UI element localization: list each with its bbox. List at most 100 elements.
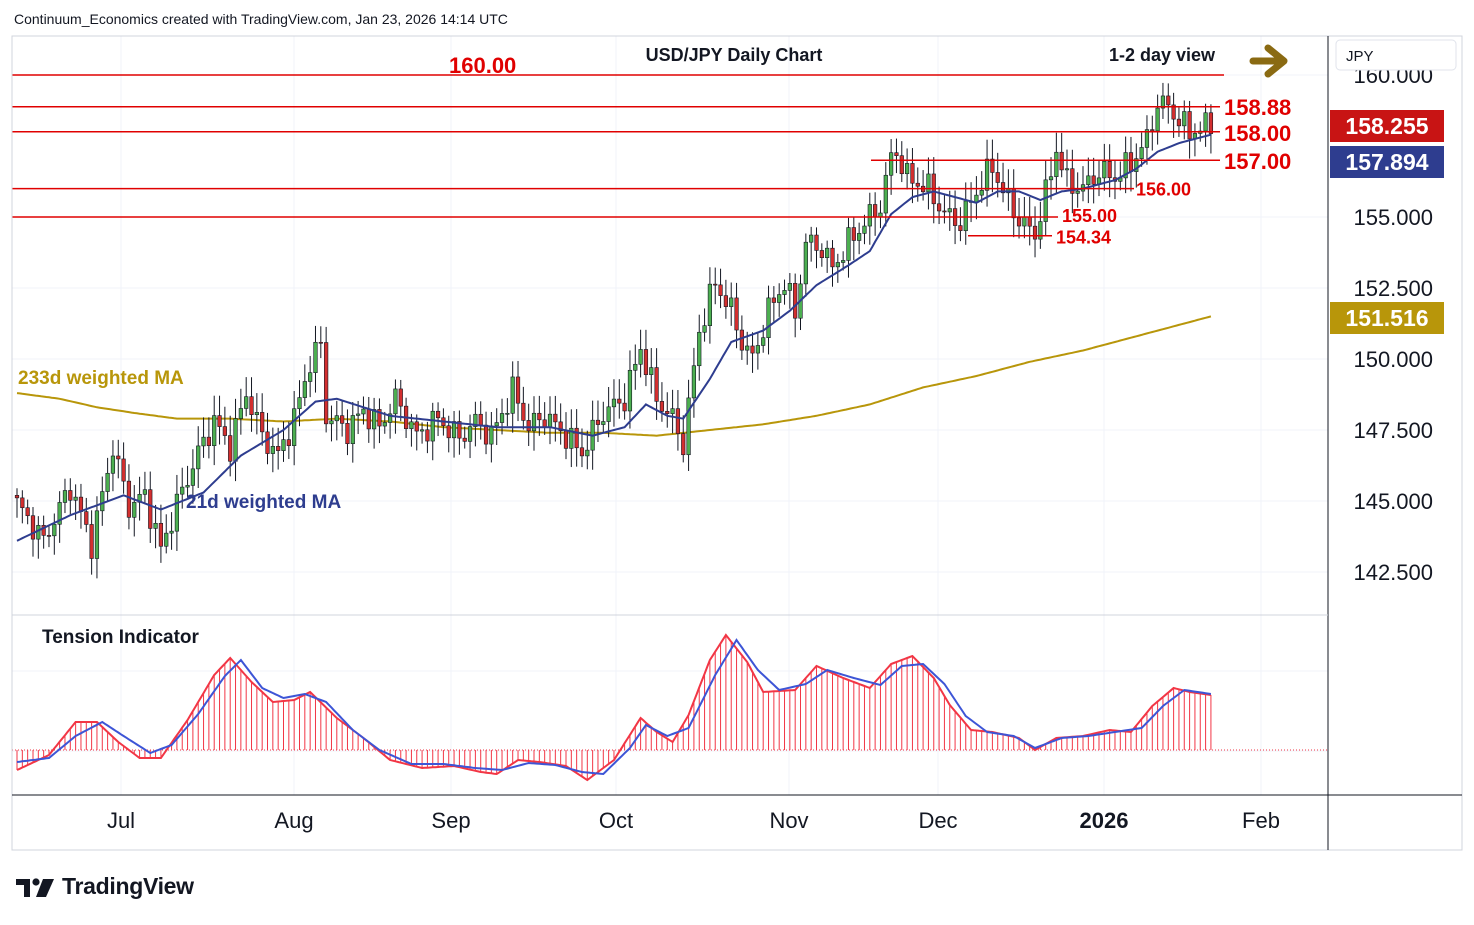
candle-up — [361, 408, 366, 415]
candle-up — [809, 234, 814, 243]
candle-up — [1064, 168, 1070, 171]
candle-down — [521, 402, 526, 421]
candle-up — [297, 397, 302, 410]
candle-down — [643, 349, 649, 375]
price-badge-ma21 — [1330, 146, 1444, 178]
candle-up — [233, 418, 238, 462]
price-badge-last — [1330, 110, 1444, 142]
candle-up — [862, 225, 867, 234]
candle-down — [483, 424, 489, 445]
candle-down — [574, 427, 579, 449]
level-label: 155.00 — [1062, 206, 1117, 226]
candle-down — [873, 204, 878, 218]
candle-up — [57, 502, 62, 525]
x-axis-label: 2026 — [1080, 808, 1129, 833]
candle-down — [1032, 225, 1038, 240]
candle-up — [201, 436, 206, 447]
candle-up — [1075, 190, 1080, 194]
candle-up — [36, 525, 41, 540]
candle-down — [46, 535, 52, 537]
ma21-line — [16, 133, 1212, 542]
level-label: 154.34 — [1056, 228, 1111, 248]
x-axis-label: Sep — [431, 808, 470, 833]
y-tick-label: 145.000 — [1353, 489, 1433, 514]
candle-down — [942, 210, 947, 213]
x-axis-label: Aug — [274, 808, 313, 833]
candle-down — [414, 421, 419, 432]
candle-down — [526, 420, 531, 432]
candle-up — [110, 455, 116, 474]
candle-up — [611, 398, 617, 408]
candle-up — [1043, 179, 1048, 222]
candle-down — [20, 497, 25, 509]
candle-up — [979, 190, 984, 196]
candle-up — [430, 410, 435, 442]
candle-down — [1187, 111, 1192, 140]
candle-up — [494, 422, 499, 427]
candle-up — [569, 427, 574, 449]
candle-down — [25, 507, 30, 517]
price-badge-label: 157.894 — [1345, 149, 1428, 175]
candle-up — [105, 472, 110, 492]
candle-down — [366, 408, 371, 430]
y-tick-label: 142.500 — [1353, 560, 1433, 585]
candle-up — [803, 241, 808, 285]
candle-down — [899, 155, 904, 175]
candle-up — [745, 345, 750, 351]
candle-down — [435, 410, 441, 419]
candle-down — [1000, 182, 1006, 194]
candle-down — [1176, 118, 1182, 127]
level-label: 156.00 — [1136, 180, 1191, 200]
labels-layer: 142.500 145.000 147.500 150.000 152.500 155.0… — [18, 39, 1457, 833]
tradingview-logo[interactable]: TradingView — [16, 873, 194, 900]
ma21-layer — [16, 133, 1212, 542]
tension-line — [16, 633, 1212, 782]
candle-down — [1107, 161, 1112, 179]
candle-up — [292, 408, 297, 446]
candle-up — [505, 412, 510, 415]
candle-up — [883, 174, 888, 214]
candle-up — [633, 363, 638, 371]
candle-down — [126, 480, 132, 518]
candle-down — [819, 250, 824, 258]
candle-down — [936, 203, 942, 212]
candle-up — [350, 415, 355, 445]
candle-up — [100, 491, 105, 512]
candle-up — [499, 413, 505, 423]
candle-down — [228, 435, 233, 462]
candle-up — [782, 290, 787, 295]
candle-up — [393, 388, 398, 415]
candle-up — [867, 204, 872, 227]
candle-down — [222, 426, 227, 436]
level-label: 158.00 — [1224, 121, 1291, 146]
chart-title: USD/JPY Daily Chart — [646, 45, 823, 65]
price-badge-label: 151.516 — [1345, 305, 1428, 331]
candle-up — [254, 412, 259, 415]
candle-up — [1203, 112, 1208, 132]
candle-up — [244, 396, 249, 409]
candle-up — [857, 233, 862, 241]
currency-box — [1335, 39, 1457, 71]
candle-up — [1102, 161, 1107, 179]
candle-up — [372, 409, 377, 430]
candle-down — [654, 367, 659, 402]
candle-up — [94, 510, 100, 559]
right-arrow-icon — [1249, 44, 1288, 78]
candle-up — [670, 408, 675, 414]
candle-up — [755, 345, 760, 354]
candle-up — [387, 413, 393, 423]
attribution-text: Continuum_Economics created with Trading… — [14, 11, 508, 27]
candle-up — [196, 445, 201, 470]
level-label: 157.00 — [1224, 149, 1291, 174]
candle-down — [723, 295, 728, 307]
tradingview-logo-icon — [16, 877, 54, 897]
candle-down — [318, 341, 323, 344]
candle-down — [1059, 151, 1064, 171]
candle-down — [622, 402, 627, 412]
candle-up — [73, 496, 78, 501]
candle-up — [308, 372, 313, 382]
y-tick-label: 150.000 — [1353, 347, 1433, 372]
ma233-label: 233d weighted MA — [18, 368, 184, 389]
right-arrow-shape — [1249, 44, 1288, 78]
candle-up — [841, 260, 846, 263]
